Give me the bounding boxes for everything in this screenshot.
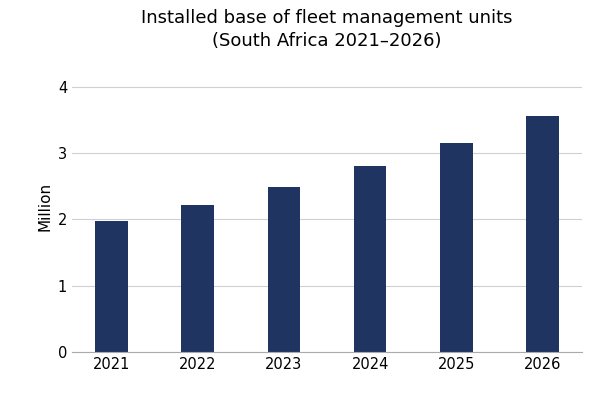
Bar <box>526 116 559 352</box>
Y-axis label: Million: Million <box>37 182 52 230</box>
Bar <box>181 205 214 352</box>
Bar <box>268 188 300 352</box>
Bar <box>95 221 128 352</box>
Bar <box>440 143 473 352</box>
Title: Installed base of fleet management units
(South Africa 2021–2026): Installed base of fleet management units… <box>141 8 513 50</box>
Bar <box>354 166 386 352</box>
